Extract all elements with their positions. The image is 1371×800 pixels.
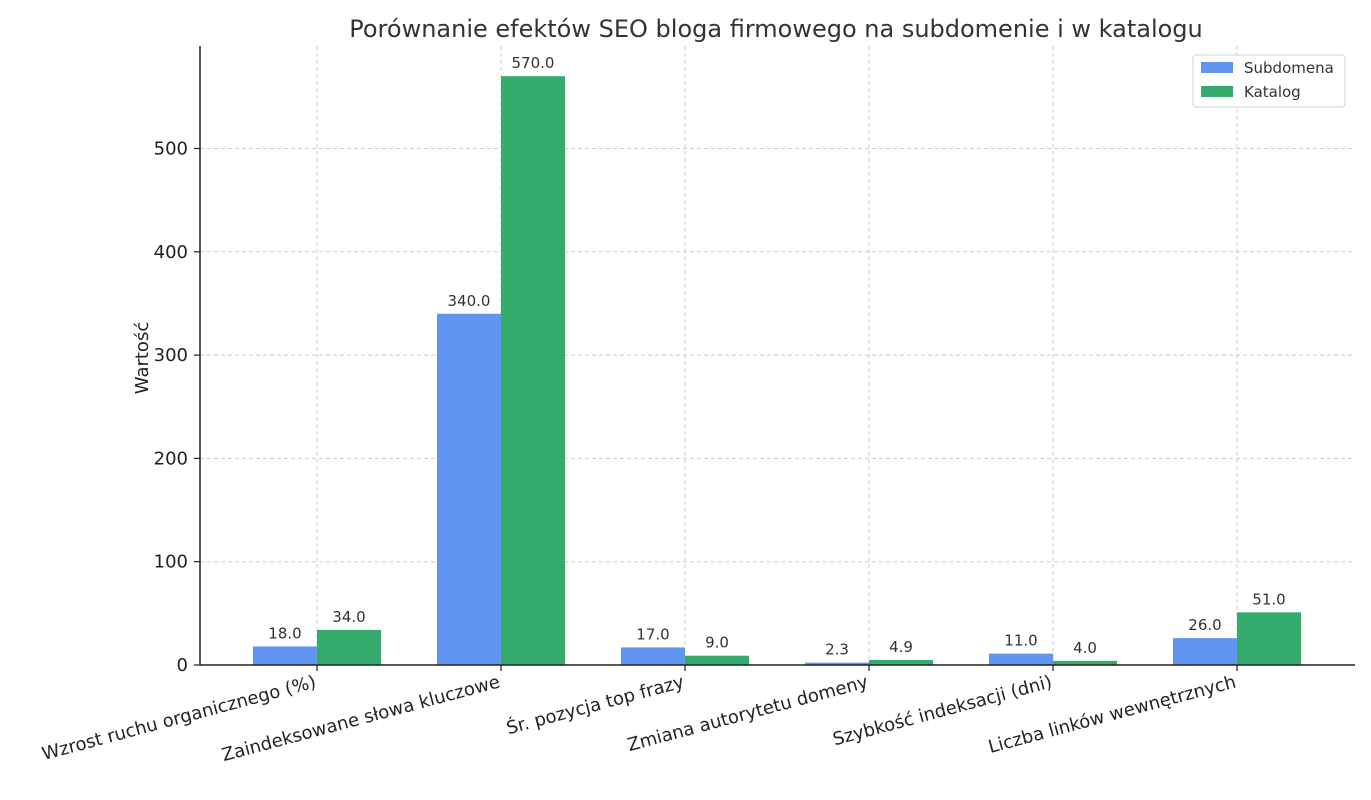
data-label: 9.0 — [705, 634, 729, 652]
data-label: 18.0 — [268, 624, 301, 642]
grid — [200, 46, 1355, 665]
data-label: 340.0 — [448, 292, 491, 310]
y-tick-label: 0 — [177, 655, 188, 676]
y-tick-label: 500 — [154, 139, 188, 160]
y-tick-label: 400 — [154, 242, 188, 263]
bar-katalog — [1053, 660, 1117, 665]
y-tick-label: 200 — [154, 448, 188, 469]
data-label: 570.0 — [512, 54, 555, 72]
legend-swatch-katalog — [1201, 86, 1233, 97]
data-label: 34.0 — [332, 608, 365, 626]
bar-katalog — [1237, 612, 1301, 665]
y-axis-label: Wartość — [132, 322, 153, 394]
bar-subdomena — [805, 662, 869, 665]
bar-katalog — [317, 629, 381, 665]
data-label: 4.9 — [889, 638, 913, 656]
legend-label-subdomena: Subdomena — [1244, 59, 1334, 77]
y-tick-label: 100 — [154, 552, 188, 573]
y-tick-label: 300 — [154, 345, 188, 366]
bars — [253, 76, 1301, 665]
bar-subdomena — [253, 646, 317, 665]
data-label: 26.0 — [1188, 616, 1221, 634]
bar-subdomena — [437, 313, 501, 665]
legend: Subdomena Katalog — [1192, 54, 1346, 108]
data-label: 2.3 — [825, 641, 849, 659]
chart-title: Porównanie efektów SEO bloga firmowego n… — [349, 15, 1203, 43]
bar-subdomena — [1173, 638, 1237, 665]
bar-katalog — [501, 76, 565, 665]
legend-swatch-subdomena — [1201, 62, 1233, 73]
data-label: 51.0 — [1252, 590, 1285, 608]
bar-subdomena — [621, 647, 685, 665]
data-label: 11.0 — [1004, 632, 1037, 650]
x-axis-ticks: Wzrost ruchu organicznego (%)Zaindeksowa… — [40, 665, 1238, 766]
bar-subdomena — [989, 653, 1053, 665]
legend-label-katalog: Katalog — [1244, 83, 1301, 101]
y-axis-ticks: 0 100 200 300 400 500 — [154, 139, 200, 676]
bar-katalog — [869, 659, 933, 665]
data-label: 4.0 — [1073, 639, 1097, 657]
value-labels: 18.0 34.0 340.0 570.0 17.0 9.0 2.3 4.9 11.0 4.0 26… — [268, 54, 1285, 658]
bar-katalog — [685, 655, 749, 665]
data-label: 17.0 — [636, 625, 669, 643]
